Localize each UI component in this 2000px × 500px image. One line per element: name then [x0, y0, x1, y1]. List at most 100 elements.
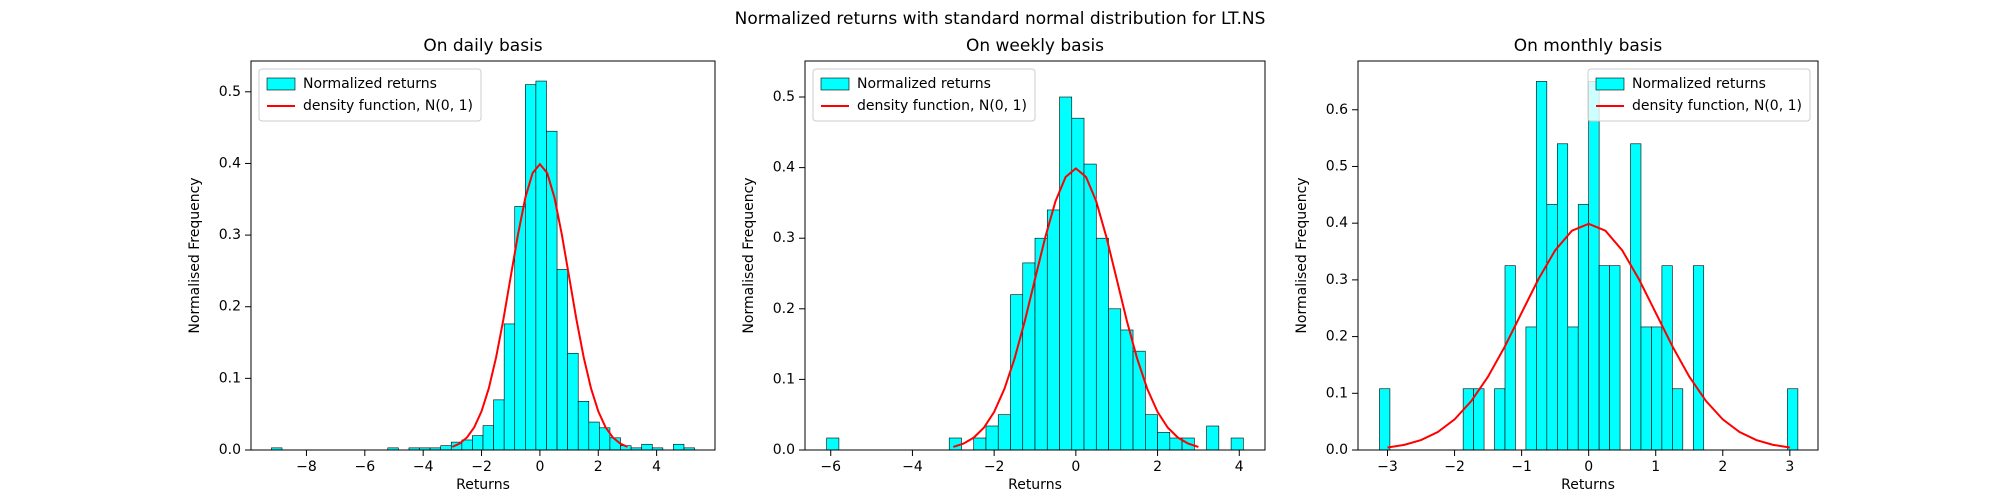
- y-tick-label: 0.5: [219, 84, 241, 100]
- bar: [1230, 437, 1244, 450]
- legend-patch: [266, 77, 296, 91]
- legend-label: density function, N(0, 1): [857, 98, 1027, 114]
- bar: [1473, 388, 1485, 450]
- bar: [1379, 388, 1391, 450]
- bar: [1206, 425, 1220, 450]
- x-tick-label: −4: [413, 459, 434, 475]
- y-tick-label: 0.5: [1326, 158, 1348, 174]
- x-tick-label: −2: [471, 459, 492, 475]
- bar: [1609, 265, 1621, 450]
- bar: [1095, 237, 1109, 450]
- bar: [1661, 265, 1673, 450]
- y-tick-label: 0.0: [1326, 442, 1348, 458]
- legend-box: [258, 68, 482, 122]
- y-tick-label: 0.1: [1326, 385, 1348, 401]
- x-tick-label: −4: [902, 459, 923, 475]
- legend: Normalized returns density function, N(0,…: [258, 68, 482, 122]
- axes-title: On weekly basis: [966, 36, 1104, 56]
- x-tick-label: 1: [1651, 459, 1660, 475]
- y-tick-label: 0.0: [773, 442, 795, 458]
- bar: [1462, 388, 1474, 450]
- x-tick-label: −6: [354, 459, 375, 475]
- bar: [525, 84, 537, 450]
- bar: [1651, 326, 1663, 450]
- y-tick-label: 0.4: [219, 155, 241, 171]
- density-line: [952, 167, 1199, 448]
- x-axis-label: Returns: [1561, 477, 1615, 493]
- plot-area: [826, 96, 1244, 450]
- x-axis-label: Returns: [456, 477, 510, 493]
- x-tick-label: −2: [984, 459, 1005, 475]
- bar: [673, 443, 685, 450]
- bar: [1071, 117, 1085, 450]
- y-tick-label: 0.5: [773, 89, 795, 105]
- legend: Normalized returns density function, N(0,…: [812, 68, 1036, 122]
- bar: [641, 443, 653, 450]
- bar: [440, 445, 452, 450]
- y-tick-label: 0.2: [1326, 329, 1348, 345]
- plot-area: [271, 80, 695, 450]
- bar: [1546, 204, 1558, 450]
- y-axis-label: Normalised Frequency: [741, 177, 757, 333]
- legend-label: Normalized returns: [303, 76, 437, 92]
- x-tick-label: 0: [535, 459, 544, 475]
- bar: [503, 323, 516, 450]
- axes-frame: [250, 60, 716, 451]
- y-tick-label: 0.2: [219, 299, 241, 315]
- x-tick-label: 0: [1584, 459, 1593, 475]
- bar: [1494, 388, 1506, 450]
- x-tick-label: −1: [1511, 459, 1532, 475]
- figure-title: Normalized returns with standard normal …: [735, 9, 1266, 29]
- x-tick-label: 2: [1718, 459, 1727, 475]
- legend-box: [1587, 68, 1811, 122]
- x-tick-label: 4: [1235, 459, 1244, 475]
- legend-label: density function, N(0, 1): [1632, 98, 1802, 114]
- legend-label: density function, N(0, 1): [303, 98, 473, 114]
- bar: [567, 352, 579, 450]
- bar: [826, 437, 840, 450]
- bar: [1108, 308, 1122, 450]
- y-tick-label: 0.1: [773, 371, 795, 387]
- bar: [577, 400, 590, 450]
- bar: [1059, 96, 1073, 450]
- y-tick-label: 0.4: [1326, 215, 1348, 231]
- x-tick-label: 2: [1153, 459, 1162, 475]
- axes-frame: [804, 60, 1266, 451]
- legend-label: Normalized returns: [1632, 76, 1766, 92]
- x-tick-label: 4: [652, 459, 661, 475]
- x-tick-label: −8: [296, 459, 317, 475]
- axes-title: On monthly basis: [1514, 36, 1663, 56]
- bar: [588, 421, 600, 450]
- y-tick-label: 0.3: [1326, 272, 1348, 288]
- bar: [1567, 326, 1579, 450]
- axes-frame: [1357, 60, 1819, 451]
- bar: [1556, 143, 1569, 450]
- y-axis-label: Normalised Frequency: [187, 177, 203, 333]
- x-tick-label: −3: [1377, 459, 1398, 475]
- bar: [1598, 265, 1610, 450]
- bar: [1630, 143, 1642, 450]
- x-tick-label: −2: [1444, 459, 1465, 475]
- x-tick-label: −6: [820, 459, 841, 475]
- axes-title: On daily basis: [423, 36, 542, 56]
- bar: [482, 425, 494, 450]
- bar: [472, 435, 484, 450]
- bar: [1145, 414, 1158, 450]
- x-axis-label: Returns: [1008, 477, 1062, 493]
- legend: Normalized returns density function, N(0,…: [1587, 68, 1811, 122]
- bar: [1022, 262, 1036, 450]
- bar: [1672, 388, 1684, 450]
- bar: [1640, 326, 1652, 450]
- bar: [683, 447, 695, 450]
- density-line: [1387, 222, 1790, 449]
- bar: [1157, 432, 1171, 450]
- density-line: [451, 162, 628, 448]
- y-tick-label: 0.4: [773, 160, 795, 176]
- bar: [997, 414, 1011, 450]
- bar: [556, 269, 568, 450]
- bar: [535, 80, 547, 450]
- bar: [1692, 265, 1705, 450]
- bar: [651, 447, 664, 450]
- plot-area: [1379, 81, 1799, 450]
- bar: [1787, 388, 1799, 450]
